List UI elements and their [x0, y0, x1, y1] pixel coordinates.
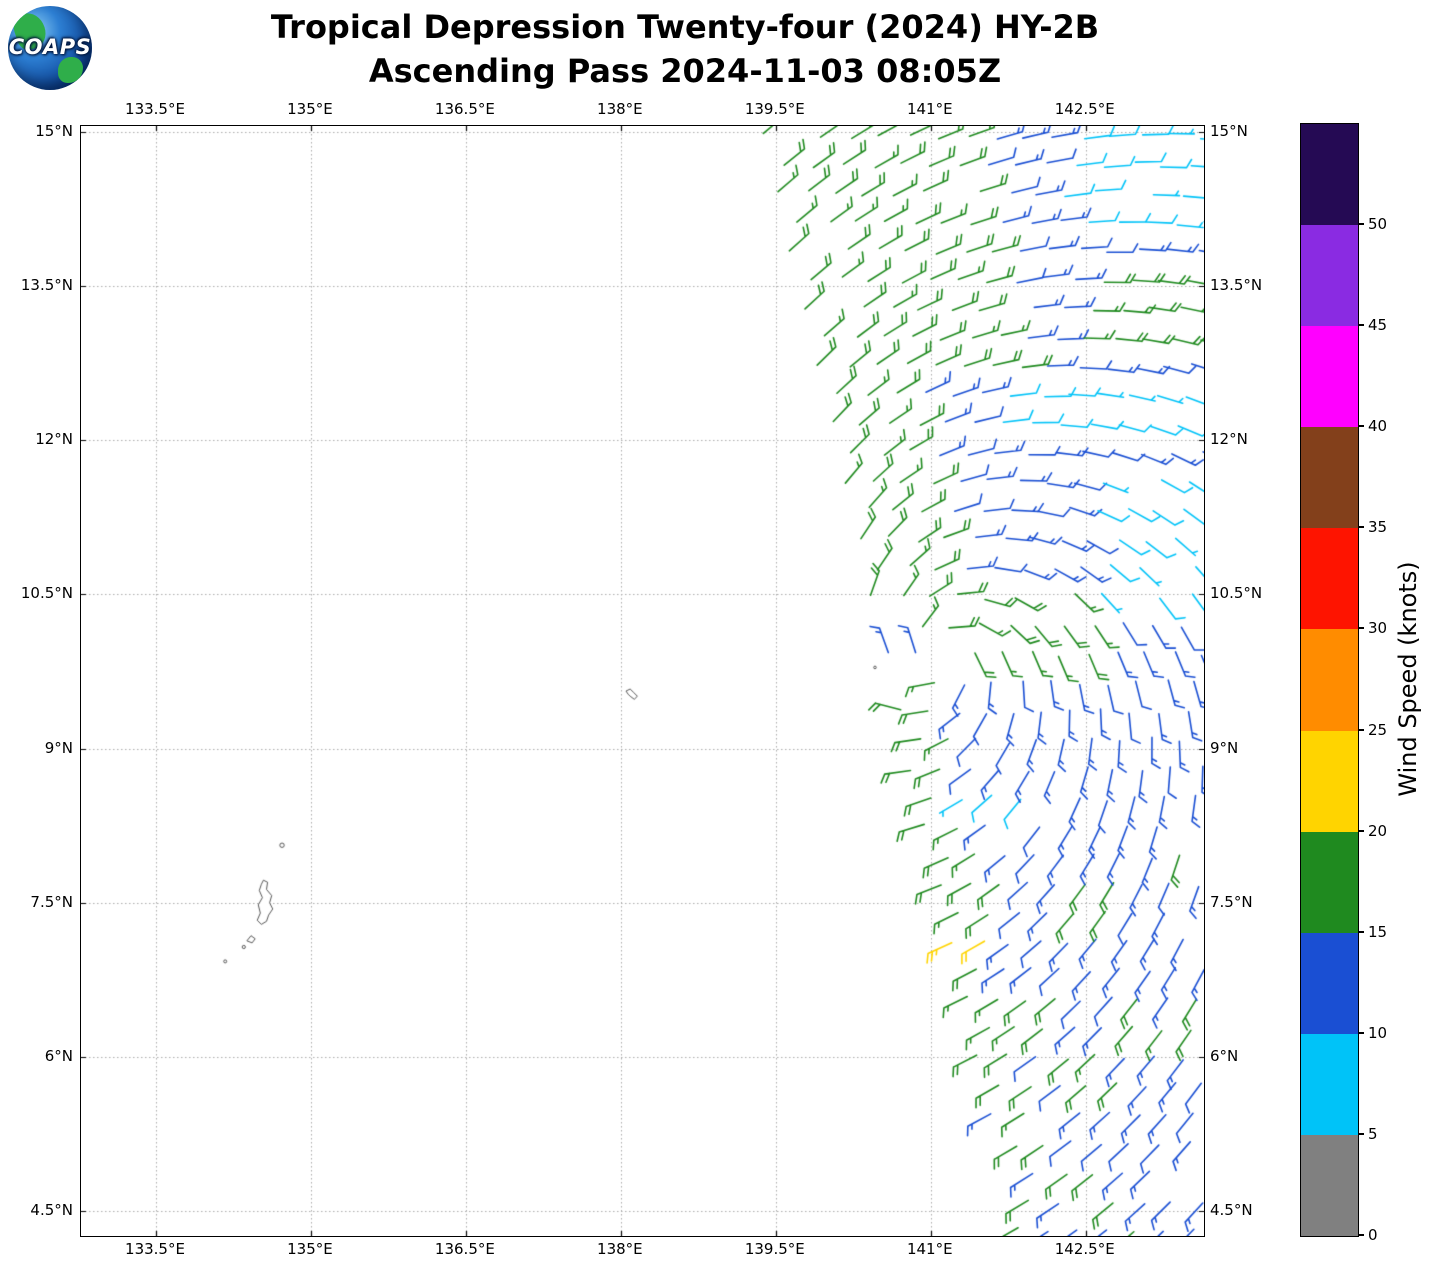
lon-tick-label-top: 139.5°E: [744, 100, 805, 118]
map-plot-area: [80, 125, 1205, 1237]
colorbar-tickmark: [1358, 324, 1364, 327]
colorbar-segment: [1301, 1134, 1358, 1236]
wind-barb-canvas: [81, 126, 1204, 1236]
lat-tick-label-left: 9°N: [44, 738, 73, 757]
colorbar-tick-label: 20: [1368, 821, 1388, 840]
lon-tick-label-bottom: 138°E: [597, 1240, 643, 1258]
lon-tick-label-top: 135°E: [287, 100, 333, 118]
lon-tick-label-top: 133.5°E: [125, 100, 185, 118]
colorbar-tickmark: [1358, 1234, 1364, 1236]
colorbar-segment: [1301, 123, 1358, 226]
colorbar-tickmark: [1358, 1031, 1364, 1034]
figure-title-line2: Ascending Pass 2024-11-03 08:05Z: [368, 52, 1002, 90]
lat-tick-label-right: 7.5°N: [1210, 892, 1253, 911]
lon-tick-label-top: 136.5°E: [434, 100, 495, 118]
lat-tick-label-left: 6°N: [44, 1046, 73, 1065]
lat-tick-label-right: 10.5°N: [1210, 584, 1263, 603]
lat-tick-label-right: 13.5°N: [1210, 276, 1263, 295]
colorbar-tickmark: [1358, 728, 1364, 731]
colorbar-segment: [1301, 831, 1358, 933]
lon-tick-label-bottom: 135°E: [287, 1240, 333, 1258]
colorbar-segment: [1301, 527, 1358, 630]
lon-tick-label-bottom: 136.5°E: [434, 1240, 495, 1258]
colorbar-segment: [1301, 730, 1358, 832]
colorbar-segment: [1301, 932, 1358, 1034]
colorbar-tick-label: 0: [1368, 1226, 1378, 1244]
colorbar-segment: [1301, 1033, 1358, 1135]
lat-tick-label-right: 6°N: [1210, 1046, 1239, 1065]
colorbar-axis-label: Wind Speed (knots): [1394, 561, 1422, 797]
wind-speed-colorbar: [1300, 123, 1359, 1237]
colorbar-tickmark: [1358, 1132, 1364, 1135]
lon-tick-label-top: 138°E: [597, 100, 643, 118]
lat-tick-label-left: 7.5°N: [30, 892, 73, 911]
colorbar-tick-label: 50: [1368, 215, 1388, 234]
lat-tick-label-right: 15°N: [1210, 121, 1248, 140]
lat-tick-label-left: 4.5°N: [30, 1201, 73, 1220]
figure-title-line1: Tropical Depression Twenty-four (2024) H…: [270, 8, 1100, 46]
lat-tick-label-left: 12°N: [35, 430, 73, 449]
colorbar-tick-label: 5: [1368, 1124, 1378, 1143]
colorbar-tick-label: 30: [1368, 619, 1388, 638]
colorbar-segment: [1301, 628, 1358, 731]
lat-tick-label-right: 12°N: [1210, 430, 1248, 449]
colorbar-tickmark: [1358, 829, 1364, 832]
colorbar-tickmark: [1358, 930, 1364, 933]
logo-land-shape: [58, 57, 83, 83]
lon-tick-label-bottom: 133.5°E: [125, 1240, 185, 1258]
lat-tick-label-left: 10.5°N: [20, 584, 73, 603]
colorbar-segment: [1301, 426, 1358, 529]
lat-tick-label-left: 15°N: [35, 121, 73, 140]
lon-tick-label-bottom: 142.5°E: [1054, 1240, 1115, 1258]
colorbar-tickmark: [1358, 425, 1364, 428]
colorbar-tick-label: 40: [1368, 417, 1388, 436]
lon-tick-label-bottom: 141°E: [906, 1240, 953, 1258]
colorbar-tick-label: 45: [1368, 316, 1388, 335]
lon-tick-label-bottom: 139.5°E: [744, 1240, 805, 1258]
colorbar-tick-label: 15: [1368, 922, 1388, 941]
colorbar-tickmark: [1358, 526, 1364, 529]
colorbar-tickmark: [1358, 627, 1364, 630]
colorbar-tickmark: [1358, 223, 1364, 226]
colorbar-tick-label: 10: [1368, 1023, 1388, 1042]
lat-tick-label-right: 4.5°N: [1210, 1201, 1253, 1220]
coaps-logo: COAPS: [8, 6, 92, 90]
lon-tick-label-top: 142.5°E: [1054, 100, 1115, 118]
coaps-logo-text: COAPS: [8, 34, 92, 59]
colorbar-segment: [1301, 325, 1358, 428]
colorbar-tick-label: 35: [1368, 518, 1388, 537]
lat-tick-label-left: 13.5°N: [20, 276, 73, 295]
lat-tick-label-right: 9°N: [1210, 738, 1239, 757]
colorbar-tick-label: 25: [1368, 720, 1388, 739]
lon-tick-label-top: 141°E: [906, 100, 953, 118]
colorbar-segment: [1301, 224, 1358, 327]
